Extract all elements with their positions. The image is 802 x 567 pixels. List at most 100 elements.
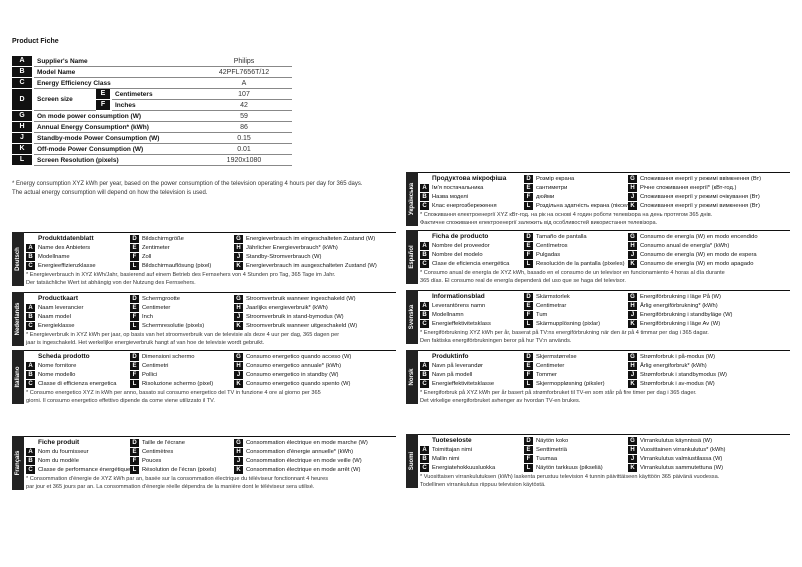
item-key: F — [130, 313, 139, 321]
item-key: D — [524, 175, 533, 183]
item-text: Centimeter — [142, 305, 171, 311]
item-text: Centimeter — [536, 363, 565, 369]
item-text: Risoluzione schermo (pixel) — [142, 381, 214, 387]
item-key: G — [234, 235, 243, 243]
item-key: C — [420, 260, 429, 268]
row-value: Philips — [196, 56, 292, 67]
block-note: * Vuosittaisen virrankulutuksen (kWh) la… — [420, 474, 720, 480]
item-key: C — [420, 202, 429, 210]
item-text: Navn på modell — [432, 372, 473, 378]
block-note: Der tatsächliche Wert ist abhängig von d… — [26, 280, 196, 286]
item-text: Modellnamn — [432, 312, 464, 318]
row-key: H — [12, 122, 32, 132]
item-text: Naam leverancier — [38, 305, 84, 311]
item-text: Tuumaa — [536, 456, 558, 462]
sub-key: F — [96, 100, 110, 110]
item-key: K — [628, 380, 637, 388]
item-key: G — [628, 353, 637, 361]
item-key: A — [420, 184, 429, 192]
item-key: B — [26, 371, 35, 379]
row-key: G — [12, 111, 32, 121]
row-key: B — [12, 67, 32, 77]
lang-strip — [406, 290, 418, 344]
item-text: Schermgrootte — [142, 296, 181, 302]
item-text: Energieffektivitetsklass — [432, 321, 491, 327]
block-note: * Consumo energetico XYZ in kWh per anno… — [26, 390, 321, 396]
item-key: B — [420, 251, 429, 259]
item-key: L — [130, 380, 139, 388]
item-text: Pouces — [142, 458, 162, 464]
item-key: H — [628, 446, 637, 454]
lang-strip — [12, 436, 24, 490]
item-text: Centímetros — [536, 243, 568, 249]
item-key: D — [524, 437, 533, 445]
footnote: The actual energy consumption will depen… — [12, 190, 208, 196]
item-key: L — [524, 380, 533, 388]
row-value: 107 — [196, 89, 292, 100]
item-text: Resolución de la pantalla (píxeles) — [536, 261, 625, 267]
lang-label: Español — [409, 245, 415, 269]
item-text: Consommation d'énergie annuelle* (kWh) — [246, 449, 354, 455]
item-key: K — [234, 322, 243, 330]
item-text: Роздільна здатність екрана (пікселі) — [536, 203, 633, 209]
block-note: Den faktiska energiförbrukningen beror p… — [420, 338, 572, 344]
block-rule — [406, 350, 790, 351]
row-value: A — [196, 78, 292, 89]
item-key: C — [26, 262, 35, 270]
item-key: H — [628, 184, 637, 192]
item-text: Näytön koko — [536, 438, 569, 444]
item-text: Pulgadas — [536, 252, 561, 258]
block-title: Produktinfo — [432, 353, 469, 360]
item-text: Naam model — [38, 314, 71, 320]
item-text: Ім'я постачальника — [432, 185, 484, 191]
item-key: K — [628, 320, 637, 328]
item-key: A — [26, 448, 35, 456]
item-text: Consumo energetico quando spento (W) — [246, 381, 351, 387]
item-key: K — [628, 202, 637, 210]
item-text: Taille de l'écrane — [142, 440, 185, 446]
fiche-title: Product Fiche — [12, 38, 59, 45]
item-key: A — [420, 446, 429, 454]
row-label: Energy Efficiency Class — [34, 78, 196, 89]
item-key: D — [524, 233, 533, 241]
item-key: J — [628, 455, 637, 463]
row-key: C — [12, 78, 32, 88]
item-key: K — [234, 262, 243, 270]
item-key: F — [130, 457, 139, 465]
item-key: H — [234, 362, 243, 370]
item-key: B — [26, 457, 35, 465]
item-text: Consumo de energía (W) en modo apagado — [640, 261, 754, 267]
block-note: * Consumo anual de energía de XYZ kWh, b… — [420, 270, 725, 276]
item-key: A — [420, 362, 429, 370]
item-key: E — [130, 362, 139, 370]
item-key: G — [628, 293, 637, 301]
item-key: G — [628, 233, 637, 241]
item-text: Bildschirmauflösung (pixel) — [142, 263, 212, 269]
row-value: 42PFL7656T/12 — [196, 67, 292, 78]
item-key: L — [524, 260, 533, 268]
item-text: Vuosittainen virrankulutus* (kWh) — [640, 447, 726, 453]
block-note: giorni. Il consumo energetico effettivo … — [26, 398, 215, 404]
item-key: J — [628, 193, 637, 201]
item-text: Consumo energetico quando acceso (W) — [246, 354, 352, 360]
item-key: H — [234, 304, 243, 312]
lang-label: Deutsch — [15, 247, 21, 271]
lang-strip — [12, 292, 24, 346]
row-key: A — [12, 56, 32, 66]
item-key: G — [234, 295, 243, 303]
block-rule — [12, 232, 396, 233]
item-text: Virrankulutus valmiustilassa (W) — [640, 456, 723, 462]
item-key: J — [234, 313, 243, 321]
item-text: Consumo anual de energía* (kWh) — [640, 243, 730, 249]
block-rule — [406, 290, 790, 291]
item-text: Navn på leverandør — [432, 363, 483, 369]
item-text: Споживання енергії у режимі ввімкнення (… — [640, 176, 762, 182]
item-text: Tum — [536, 312, 548, 318]
item-key: H — [628, 242, 637, 250]
block-rule — [406, 434, 790, 435]
item-text: Consommation électrique en mode marche (… — [246, 440, 368, 446]
block-title: Ficha de producto — [432, 233, 489, 240]
item-text: Energiatehokkuusluokka — [432, 465, 496, 471]
item-key: J — [628, 371, 637, 379]
block-note: * Споживання електроенергії XYZ кВт-год.… — [420, 212, 713, 218]
